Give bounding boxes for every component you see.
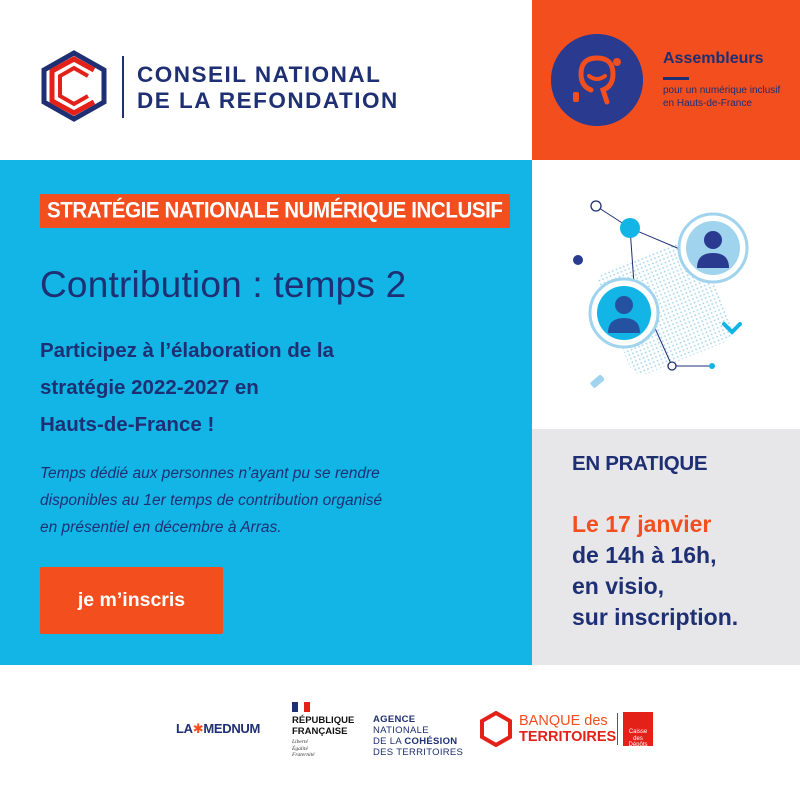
- anct-line3a: DE LA: [373, 736, 405, 747]
- cdc-line2: des Dépôts: [628, 735, 648, 749]
- bdt-divider: [617, 713, 618, 745]
- audience-note: Temps dédié aux personnes n’ayant pu se …: [40, 460, 510, 541]
- anct-line1: AGENCE: [373, 714, 416, 725]
- partner-name: Assembleurs: [663, 50, 764, 67]
- anct-line3: DE LA COHÉSION: [373, 736, 463, 747]
- anct-line4: DES TERRITOIRES: [373, 747, 464, 758]
- cnr-logo-divider: [122, 56, 124, 118]
- strategy-banner: STRATÉGIE NATIONALE NUMÉRIQUE INCLUSIF: [40, 194, 510, 228]
- people-network-icon: [573, 200, 749, 388]
- assembleurs-logo-icon: [551, 34, 643, 126]
- caisse-depots-logo: Caisse des Dépôts: [623, 712, 653, 749]
- republique-francaise-logo: RÉPUBLIQUE FRANÇAISE: [292, 715, 354, 737]
- cnr-hexagon-logo-icon: [41, 50, 107, 122]
- anct-line2: NATIONALE: [373, 725, 429, 736]
- header-cnr-panel: CONSEIL NATIONAL DE LA REFONDATION: [0, 0, 532, 160]
- anct-line3b: COHÉSION: [404, 736, 458, 747]
- banque-territoires-hexagon-icon: [480, 711, 512, 747]
- register-button[interactable]: je m’inscris: [40, 567, 223, 634]
- note-line2: disponibles au 1er temps de contribution…: [40, 492, 383, 509]
- bdt-line1a: BANQUE: [519, 713, 581, 729]
- partner-tagline-line1: pour un numérique inclusif: [663, 85, 781, 96]
- network-illustration: [532, 160, 800, 429]
- cnr-org-name: CONSEIL NATIONAL DE LA REFONDATION: [137, 62, 399, 114]
- lead-line1: Participez à l’élaboration de la: [40, 339, 334, 362]
- practical-title: EN PRATIQUE: [572, 452, 708, 475]
- anct-logo: AGENCE NATIONALE DE LA COHÉSION DES TERR…: [373, 714, 463, 758]
- partner-tagline: pour un numérique inclusif en Hauts-de-F…: [663, 84, 780, 110]
- bdt-line1: BANQUE des: [519, 713, 608, 729]
- mednum-star-icon: ✱: [192, 721, 204, 736]
- cdc-line1: Caisse: [628, 729, 648, 735]
- rf-motto3: Fraternité: [292, 752, 315, 758]
- practical-info-panel: EN PRATIQUE Le 17 janvier de 14h à 16h, …: [532, 429, 800, 665]
- partner-logos-footer: LA✱MEDNUM RÉPUBLIQUE FRANÇAISE Liberté É…: [0, 665, 800, 799]
- lead-text: Participez à l’élaboration de la stratég…: [40, 332, 510, 443]
- main-panel: STRATÉGIE NATIONALE NUMÉRIQUE INCLUSIF C…: [0, 160, 532, 665]
- bdt-line1b: des: [580, 713, 608, 729]
- partner-tagline-line2: en Hauts-de-France: [663, 98, 752, 109]
- rf-motto: Liberté Égalité Fraternité: [292, 739, 315, 759]
- cnr-org-name-line2: DE LA REFONDATION: [137, 88, 399, 113]
- french-flag-icon: [292, 702, 310, 712]
- rf-motto2: Égalité: [292, 745, 308, 752]
- event-mode: en visio,: [572, 573, 665, 599]
- partner-underline: [663, 77, 689, 80]
- lead-line2: stratégie 2022-2027 en: [40, 376, 259, 399]
- mednum-name: MEDNUM: [203, 721, 261, 736]
- event-date: Le 17 janvier: [572, 511, 712, 537]
- rf-line1: RÉPUBLIQUE: [292, 715, 355, 726]
- event-time: de 14h à 16h,: [572, 542, 717, 568]
- event-access: sur inscription.: [572, 604, 739, 630]
- bdt-line2: TERRITOIRES: [519, 729, 617, 745]
- mednum-prefix: LA: [176, 721, 193, 736]
- rf-motto1: Liberté: [292, 739, 308, 745]
- rf-line2: FRANÇAISE: [292, 726, 348, 737]
- note-line1: Temps dédié aux personnes n’ayant pu se …: [40, 465, 380, 482]
- cnr-org-name-line1: CONSEIL NATIONAL: [137, 62, 382, 87]
- page-title: Contribution : temps 2: [40, 264, 407, 305]
- note-line3: en présentiel en décembre à Arras.: [40, 519, 282, 536]
- mednum-logo: LA✱MEDNUM: [176, 721, 260, 737]
- lead-line3: Hauts-de-France !: [40, 413, 215, 436]
